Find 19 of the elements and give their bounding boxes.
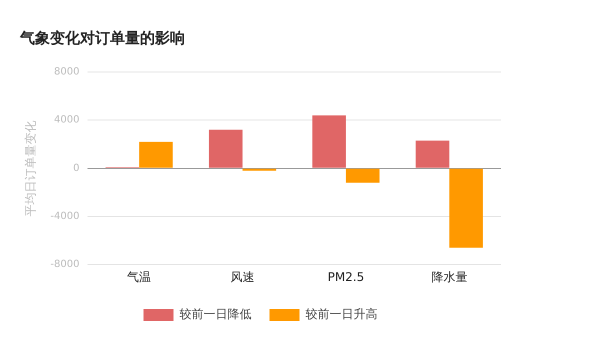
x-tick-label: PM2.5 [328,270,364,284]
chart-title: 气象变化对订单量的影响 [19,28,185,47]
y-tick-label: 4000 [54,114,80,126]
x-tick-label: 风速 [230,270,255,284]
y-axis-title: 平均日订单量变化 [23,120,38,216]
bar [449,168,483,248]
bar [346,168,380,183]
bar [208,130,243,168]
y-tick-label: 8000 [54,66,80,78]
bar [139,142,173,168]
x-tick-label: 降水量 [431,270,468,284]
bar [416,140,450,168]
y-tick-label: -4000 [50,211,80,222]
legend-label: 较前一日降低 [180,307,252,322]
legend-label: 较前一日升高 [306,307,378,322]
bar [312,115,346,168]
x-tick-label: 气温 [127,270,152,284]
y-tick-label: -8000 [50,259,80,270]
y-tick-label: 0 [73,162,80,174]
